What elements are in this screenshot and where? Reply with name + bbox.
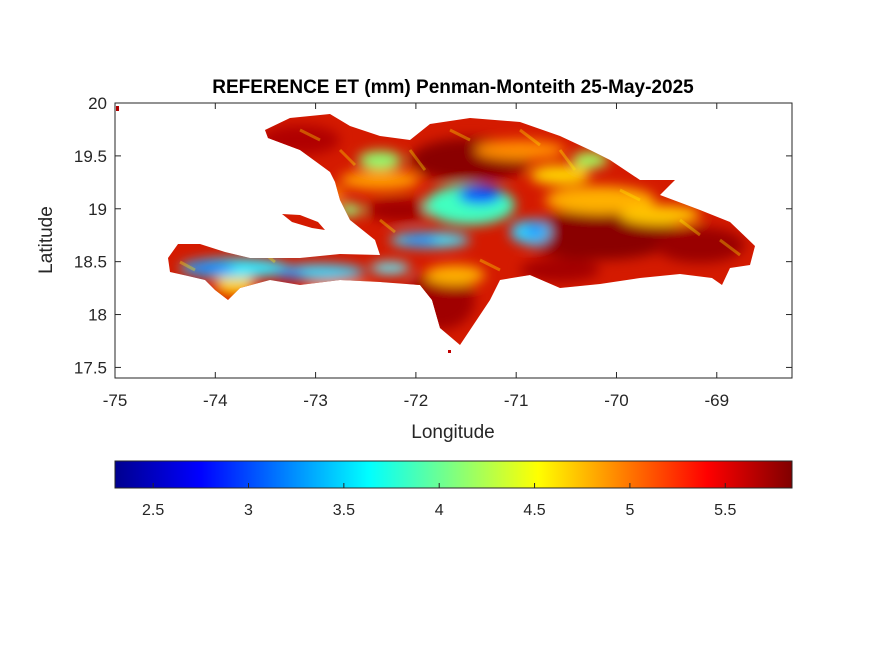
- y-axis: 17.5 18 18.5 19 19.5 20: [74, 94, 792, 377]
- colorbar-tick-label: 3: [244, 502, 253, 519]
- x-tick-label: -75: [103, 391, 128, 410]
- colorbar-tick-label: 4.5: [523, 502, 545, 519]
- colorbar-tick-label: 4: [435, 502, 444, 519]
- y-axis-label: Latitude: [36, 206, 57, 274]
- x-axis-label: Longitude: [411, 422, 494, 443]
- x-tick-label: -69: [704, 391, 729, 410]
- y-tick-label: 19.5: [74, 147, 107, 166]
- x-tick-label: -72: [404, 391, 429, 410]
- colorbar-tick-label: 2.5: [142, 502, 164, 519]
- x-tick-label: -73: [303, 391, 328, 410]
- map-title: REFERENCE ET (mm) Penman-Monteith 25-May…: [212, 77, 694, 98]
- y-tick-label: 17.5: [74, 358, 107, 377]
- colorbar-ticks: 2.5 3 3.5 4 4.5 5 5.5: [142, 483, 736, 519]
- islet-south: [448, 350, 451, 353]
- colorbar-tick-label: 3.5: [333, 502, 355, 519]
- x-tick-label: -70: [604, 391, 629, 410]
- x-tick-label: -74: [203, 391, 228, 410]
- y-tick-label: 18: [88, 306, 107, 325]
- y-tick-label: 18.5: [74, 253, 107, 272]
- y-tick-label: 20: [88, 94, 107, 113]
- x-tick-label: -71: [504, 391, 529, 410]
- y-tick-label: 19: [88, 200, 107, 219]
- colorbar: [114, 460, 793, 489]
- colorbar-tick-label: 5.5: [714, 502, 736, 519]
- islet-northwest: [116, 106, 119, 111]
- colorbar-tick-label: 5: [625, 502, 634, 519]
- x-axis: -75 -74 -73 -72 -71 -70 -69: [103, 103, 729, 410]
